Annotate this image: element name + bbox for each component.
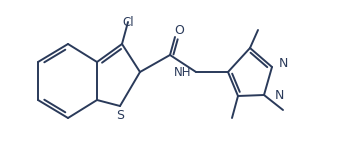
Text: S: S [116, 109, 124, 122]
Text: N: N [275, 89, 284, 101]
Text: NH: NH [174, 65, 191, 79]
Text: O: O [174, 24, 184, 36]
Text: Cl: Cl [122, 16, 134, 28]
Text: N: N [279, 57, 288, 69]
